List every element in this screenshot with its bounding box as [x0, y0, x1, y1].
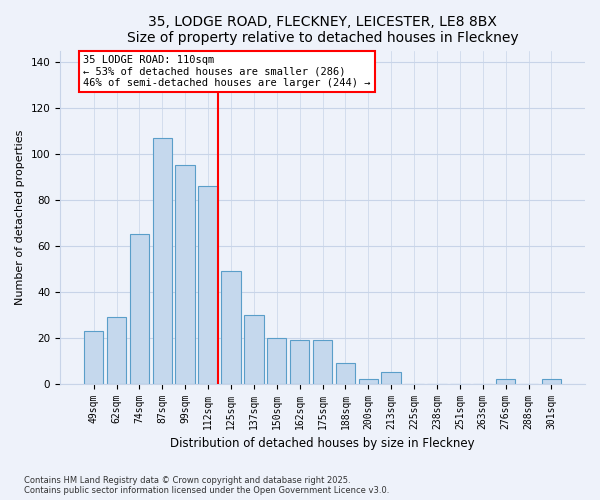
Bar — [382, 372, 401, 384]
Bar — [152, 138, 172, 384]
Bar — [290, 340, 310, 384]
Bar — [199, 186, 218, 384]
Bar — [107, 317, 126, 384]
Text: Contains HM Land Registry data © Crown copyright and database right 2025.
Contai: Contains HM Land Registry data © Crown c… — [24, 476, 389, 495]
Title: 35, LODGE ROAD, FLECKNEY, LEICESTER, LE8 8BX
Size of property relative to detach: 35, LODGE ROAD, FLECKNEY, LEICESTER, LE8… — [127, 15, 518, 45]
X-axis label: Distribution of detached houses by size in Fleckney: Distribution of detached houses by size … — [170, 437, 475, 450]
Bar — [542, 379, 561, 384]
Bar — [244, 315, 263, 384]
Bar — [84, 331, 103, 384]
Bar — [221, 271, 241, 384]
Bar — [335, 363, 355, 384]
Bar — [359, 379, 378, 384]
Bar — [267, 338, 286, 384]
Bar — [175, 166, 195, 384]
Bar — [496, 379, 515, 384]
Text: 35 LODGE ROAD: 110sqm
← 53% of detached houses are smaller (286)
46% of semi-det: 35 LODGE ROAD: 110sqm ← 53% of detached … — [83, 55, 371, 88]
Bar — [130, 234, 149, 384]
Y-axis label: Number of detached properties: Number of detached properties — [15, 130, 25, 305]
Bar — [313, 340, 332, 384]
